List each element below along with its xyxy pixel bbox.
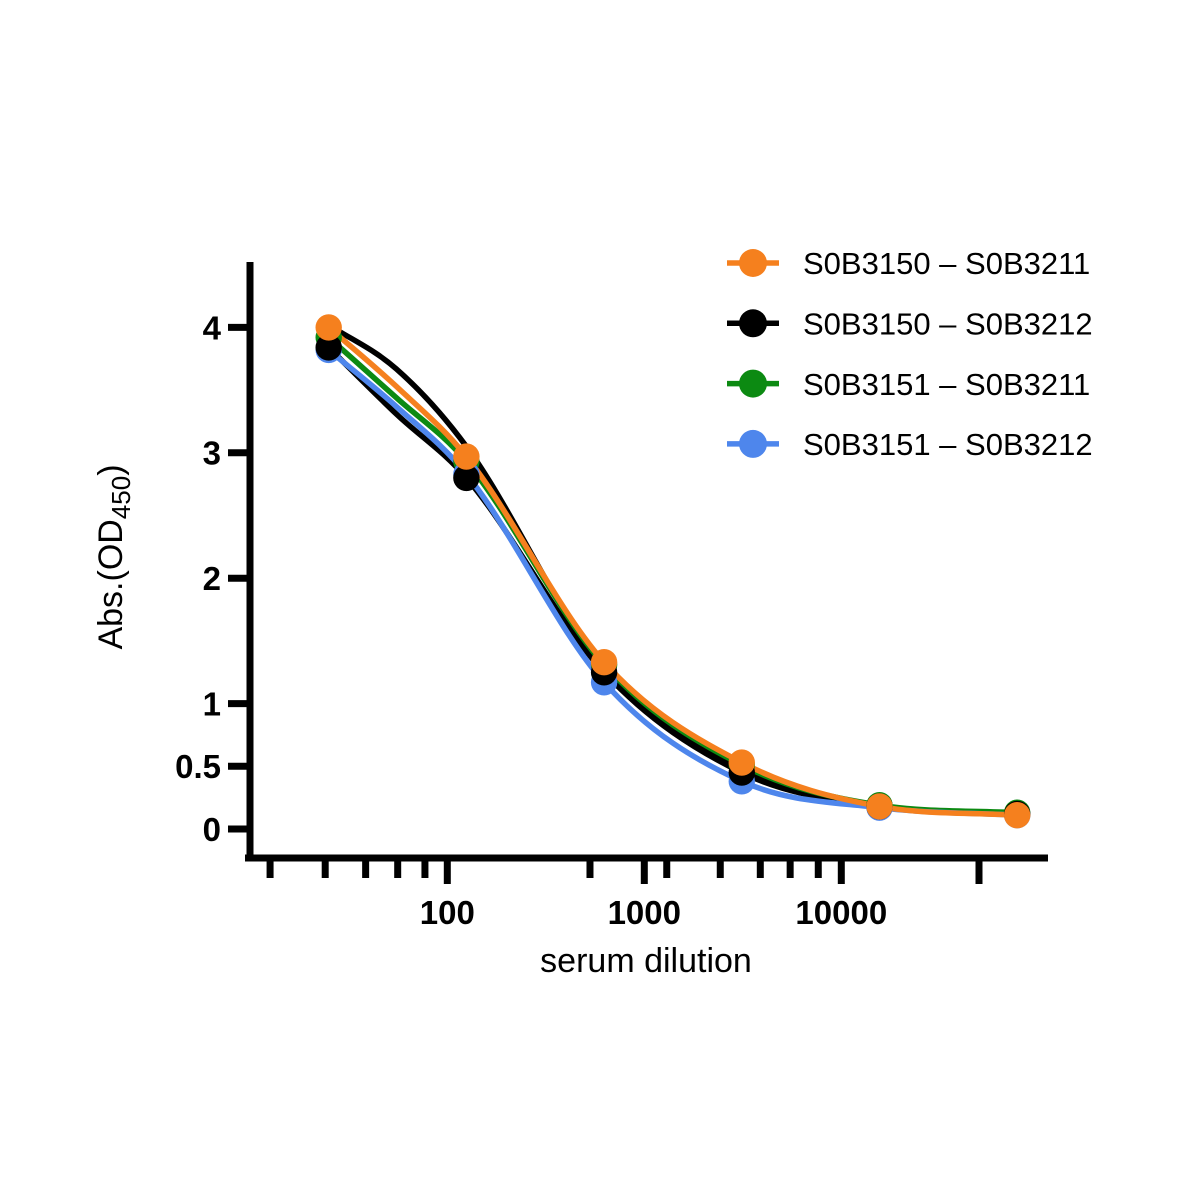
legend-marker-swatch [739,369,767,398]
x-tick-label: 1000 [608,894,681,931]
y-tick-label: 0 [203,811,221,848]
legend-marker-swatch [739,429,767,458]
legend: S0B3150 – S0B3211 S0B3150 – S0B3212 S0B315… [727,246,1093,462]
x-tick-label: 10000 [795,894,887,931]
legend-marker-swatch [739,309,767,338]
y-tick-label: 0.5 [175,748,221,785]
data-point-marker [728,749,755,776]
data-point-marker [1003,802,1031,829]
legend-item: S0B3151 – S0B3211 [727,367,1090,402]
data-point-marker [590,649,618,676]
y-tick-label: 3 [203,435,221,472]
y-axis-ticks: 0 0.5 1 2 3 4 [175,309,250,848]
y-axis-title-suffix: ) [92,464,130,475]
data-point-marker [453,443,480,470]
legend-label: S0B3150 – S0B3211 [803,246,1090,281]
legend-label: S0B3151 – S0B3211 [803,367,1090,402]
data-point-marker [866,793,893,820]
y-tick-label: 4 [203,309,222,346]
data-point-marker [315,334,342,361]
legend-item: S0B3150 – S0B3211 [727,246,1090,281]
legend-item: S0B3151 – S0B3212 [727,427,1093,462]
y-tick-label: 2 [203,560,221,597]
legend-label: S0B3150 – S0B3212 [803,306,1093,341]
legend-marker-swatch [739,249,767,277]
x-axis-title: serum dilution [540,942,752,980]
legend-label: S0B3151 – S0B3212 [803,427,1093,462]
series-markers [315,314,1031,829]
x-axis-ticks: 100 1000 10000 [266,858,983,931]
legend-item: S0B3150 – S0B3212 [727,306,1093,341]
y-tick-label: 1 [203,685,221,722]
x-tick-label: 100 [420,894,475,931]
y-axis-title-subscript: 450 [106,476,136,519]
data-point-marker [315,314,342,341]
y-axis-title-main: Abs.(OD [92,519,130,649]
data-point-marker [453,464,480,492]
y-axis-title: Abs.(OD450) [92,464,136,649]
